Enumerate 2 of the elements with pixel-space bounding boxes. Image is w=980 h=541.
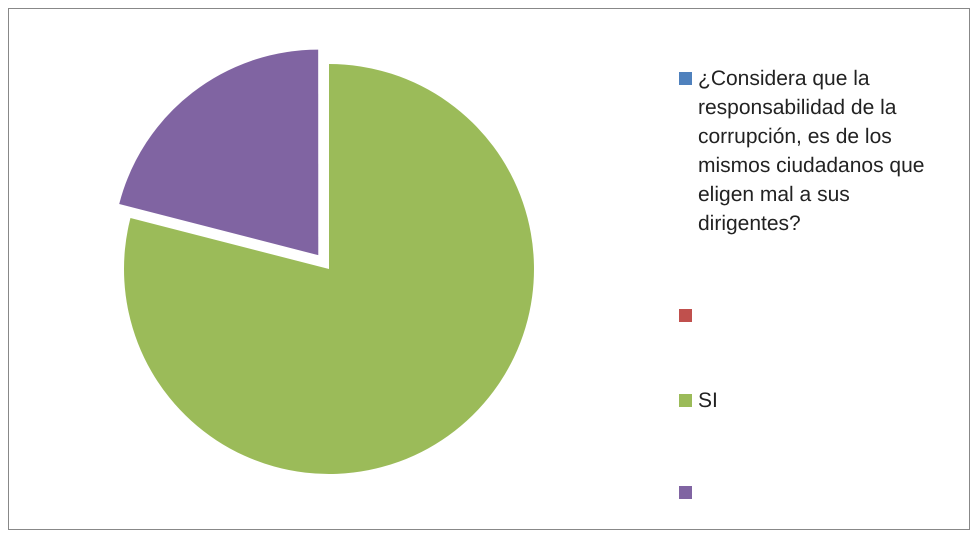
- legend-label: SI: [698, 388, 718, 414]
- legend-label: ¿Considera que la responsabilidad de la corrupción, es de los mismos ciudadanos que eligen mal a sus dirigentes?: [698, 66, 926, 237]
